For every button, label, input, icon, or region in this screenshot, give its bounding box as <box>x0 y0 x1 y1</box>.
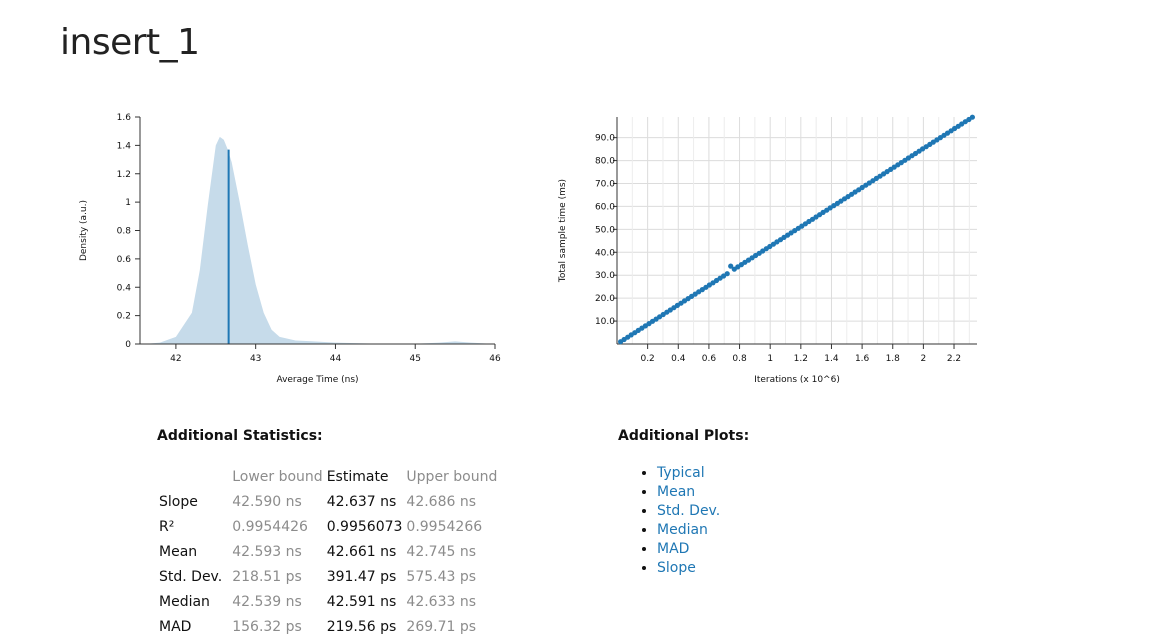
typical-plot-link[interactable]: Typical <box>657 465 705 481</box>
additional-statistics-heading: Additional Statistics: <box>157 428 323 444</box>
x-tick-label: 2 <box>921 354 927 364</box>
x-axis-title: Iterations (x 10^6) <box>754 375 840 385</box>
list-item: Slope <box>657 559 720 578</box>
row-label: R² <box>159 518 175 535</box>
data-point <box>728 263 734 269</box>
upper-bound: 42.745 ns <box>406 543 477 560</box>
y-tick-label: 0.6 <box>117 255 132 265</box>
x-tick-label: 45 <box>409 354 420 364</box>
statistics-table: Lower bound Estimate Upper bound Slope 4… <box>157 464 499 639</box>
y-tick-label: 50.0 <box>595 225 615 235</box>
x-tick-label: 0.6 <box>702 354 717 364</box>
x-tick-label: 1.8 <box>886 354 901 364</box>
upper-bound: 0.9954266 <box>406 518 483 535</box>
mean-plot-link[interactable]: Mean <box>657 484 696 500</box>
list-item: Median <box>657 521 720 540</box>
y-tick-label: 30.0 <box>595 271 615 281</box>
table-row: Slope 42.590 ns 42.637 ns 42.686 ns <box>157 489 499 514</box>
upper-bound: 42.686 ns <box>406 493 477 510</box>
y-tick-label: 0 <box>125 340 131 350</box>
y-tick-label: 40.0 <box>595 248 615 258</box>
estimate: 42.661 ns <box>326 543 397 560</box>
x-tick-label: 0.8 <box>732 354 747 364</box>
list-item: MAD <box>657 540 720 559</box>
row-label: Slope <box>159 493 198 510</box>
table-row: Std. Dev. 218.51 ps 391.47 ps 575.43 ps <box>157 564 499 589</box>
upper-bound: 575.43 ps <box>406 568 477 585</box>
median-plot-link[interactable]: Median <box>657 522 708 538</box>
x-tick-label: 44 <box>330 354 342 364</box>
data-point <box>969 114 976 120</box>
lower-bound: 42.593 ns <box>232 543 302 560</box>
regression-plot: 10.0 20.0 30.0 40.0 50.0 60.0 70.0 80.0 90.0 0.2 0… <box>558 114 977 385</box>
x-axis-title: Average Time (ns) <box>276 375 358 385</box>
row-label: MAD <box>159 618 192 635</box>
estimate: 391.47 ps <box>326 568 397 585</box>
y-tick-label: 80.0 <box>595 157 615 167</box>
additional-plots-list: Typical Mean Std. Dev. Median MAD Slope <box>637 464 720 578</box>
lower-bound: 42.590 ns <box>232 493 302 510</box>
y-axis-title: Density (a.u.) <box>79 200 89 261</box>
row-label: Mean <box>159 543 198 560</box>
table-row: MAD 156.32 ps 219.56 ps 269.71 ps <box>157 614 499 639</box>
density-area <box>143 136 495 344</box>
x-tick-label: 0.2 <box>640 354 654 364</box>
table-row: Mean 42.593 ns 42.661 ns 42.745 ns <box>157 539 499 564</box>
data-point <box>724 271 730 277</box>
slope-plot-link[interactable]: Slope <box>657 560 696 576</box>
std-dev-plot-link[interactable]: Std. Dev. <box>657 503 721 519</box>
lower-bound: 42.539 ns <box>232 593 302 610</box>
y-tick-label: 90.0 <box>595 134 615 144</box>
x-tick-label: 1 <box>767 354 773 364</box>
list-item: Std. Dev. <box>657 502 720 521</box>
y-tick-label: 70.0 <box>595 179 615 189</box>
y-tick-label: 0.2 <box>117 312 131 322</box>
upper-bound: 42.633 ns <box>406 593 477 610</box>
y-tick-label: 1.2 <box>117 170 131 180</box>
y-tick-label: 0.4 <box>117 283 132 293</box>
y-tick-label: 1.4 <box>117 141 132 151</box>
page-title: insert_1 <box>60 22 200 63</box>
x-tick-label: 42 <box>170 354 181 364</box>
y-tick-label: 20.0 <box>595 294 615 304</box>
estimate: 219.56 ps <box>326 618 397 635</box>
additional-plots-heading: Additional Plots: <box>618 428 750 444</box>
x-tick-label: 0.4 <box>671 354 686 364</box>
row-label: Median <box>159 593 210 610</box>
upper-bound: 269.71 ps <box>406 618 477 635</box>
estimate: 42.591 ns <box>326 593 397 610</box>
y-tick-label: 10.0 <box>595 317 615 327</box>
column-header-blank <box>157 464 230 489</box>
x-tick-label: 1.2 <box>794 354 808 364</box>
list-item: Mean <box>657 483 720 502</box>
table-row: R² 0.9954426 0.9956073 0.9954266 <box>157 514 499 539</box>
column-header-estimate: Estimate <box>326 468 389 485</box>
mad-plot-link[interactable]: MAD <box>657 541 690 557</box>
x-tick-label: 2.2 <box>947 354 961 364</box>
lower-bound: 156.32 ps <box>232 618 302 635</box>
list-item: Typical <box>657 464 720 483</box>
lower-bound: 218.51 ps <box>232 568 302 585</box>
column-header-upper: Upper bound <box>406 468 498 485</box>
x-tick-label: 1.6 <box>855 354 870 364</box>
row-label: Std. Dev. <box>159 568 223 585</box>
y-tick-label: 60.0 <box>595 202 615 212</box>
estimate: 42.637 ns <box>326 493 397 510</box>
density-plot: 0 0.2 0.4 0.6 0.8 1 1.2 1.4 1.6 42 43 44 45 46 Average… <box>79 113 501 385</box>
table-row: Median 42.539 ns 42.591 ns 42.633 ns <box>157 589 499 614</box>
x-tick-label: 1.4 <box>824 354 839 364</box>
x-tick-label: 46 <box>489 354 501 364</box>
statistics-header-row: Lower bound Estimate Upper bound <box>157 464 499 489</box>
x-tick-label: 43 <box>250 354 261 364</box>
lower-bound: 0.9954426 <box>232 518 308 535</box>
y-tick-label: 0.8 <box>117 227 132 237</box>
y-tick-label: 1.6 <box>117 113 132 123</box>
estimate: 0.9956073 <box>326 518 403 535</box>
y-axis-title: Total sample time (ms) <box>558 179 568 283</box>
y-tick-label: 1 <box>125 198 131 208</box>
column-header-lower: Lower bound <box>232 468 323 485</box>
